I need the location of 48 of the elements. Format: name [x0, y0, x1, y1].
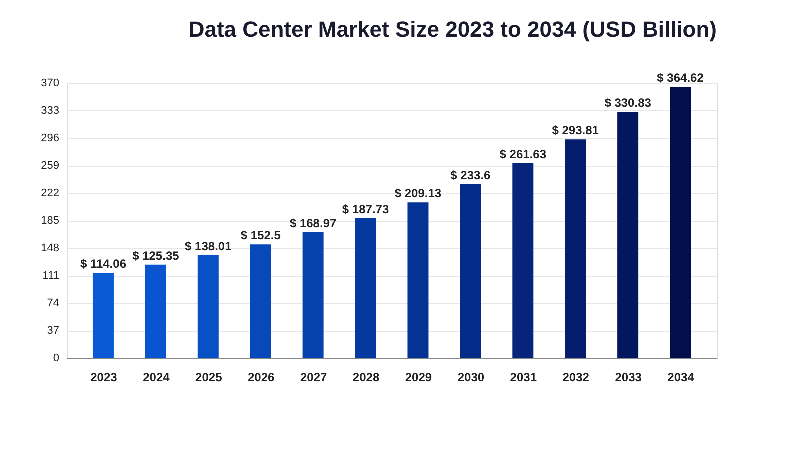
y-tick-label: 37: [47, 325, 60, 337]
y-tick-label: 0: [53, 352, 60, 364]
data-label: $ 114.06: [80, 257, 127, 272]
x-tick-label: 2026: [248, 370, 276, 384]
x-tick-label: 2024: [143, 370, 170, 384]
x-tick-label: 2028: [352, 370, 380, 384]
y-tick-label: 296: [41, 132, 60, 144]
y-tick-label: 148: [41, 242, 60, 254]
x-tick-label: 2023: [90, 370, 118, 384]
chart-title: Data Center Market Size 2023 to 2034 (USD Billion): [188, 17, 717, 42]
data-label: $ 209.13: [394, 186, 442, 201]
data-label: $ 152.5: [240, 228, 282, 243]
bar: [355, 218, 376, 358]
bar: [512, 164, 534, 358]
y-tick-label: 222: [41, 188, 60, 200]
y-tick-label: 74: [47, 298, 60, 310]
data-label: $ 261.63: [500, 148, 547, 162]
data-label: $ 187.73: [342, 202, 390, 216]
bar: [408, 202, 429, 358]
y-tick-label: 333: [41, 105, 60, 117]
bar: [92, 273, 114, 358]
data-label: $ 168.97: [290, 216, 337, 230]
x-tick-label: 2032: [562, 370, 590, 384]
bar: [198, 255, 219, 358]
data-label: $ 233.6: [450, 168, 492, 182]
data-label: $ 364.62: [657, 71, 704, 85]
x-tick-label: 2031: [510, 370, 538, 384]
x-tick-label: 2030: [458, 370, 485, 384]
data-label: $ 293.81: [552, 124, 600, 138]
bar: [145, 264, 166, 358]
data-label: $ 125.35: [132, 248, 180, 263]
bar: [670, 87, 692, 358]
bar: [302, 232, 324, 358]
bar: [565, 140, 586, 358]
bar: [618, 112, 639, 358]
x-tick-label: 2034: [668, 370, 695, 384]
bar: [250, 244, 272, 358]
y-tick-label: 185: [41, 215, 60, 227]
x-tick-label: 2025: [196, 370, 223, 384]
x-tick-label: 2029: [405, 370, 432, 384]
data-label: $ 138.01: [185, 239, 232, 254]
bar: [460, 184, 482, 358]
data-label: $ 330.83: [604, 96, 652, 110]
y-tick-label: 370: [41, 78, 60, 90]
x-tick-label: 2033: [615, 370, 642, 384]
y-tick-label: 111: [42, 270, 60, 282]
y-tick-label: 259: [41, 160, 60, 172]
x-tick-label: 2027: [300, 370, 328, 384]
